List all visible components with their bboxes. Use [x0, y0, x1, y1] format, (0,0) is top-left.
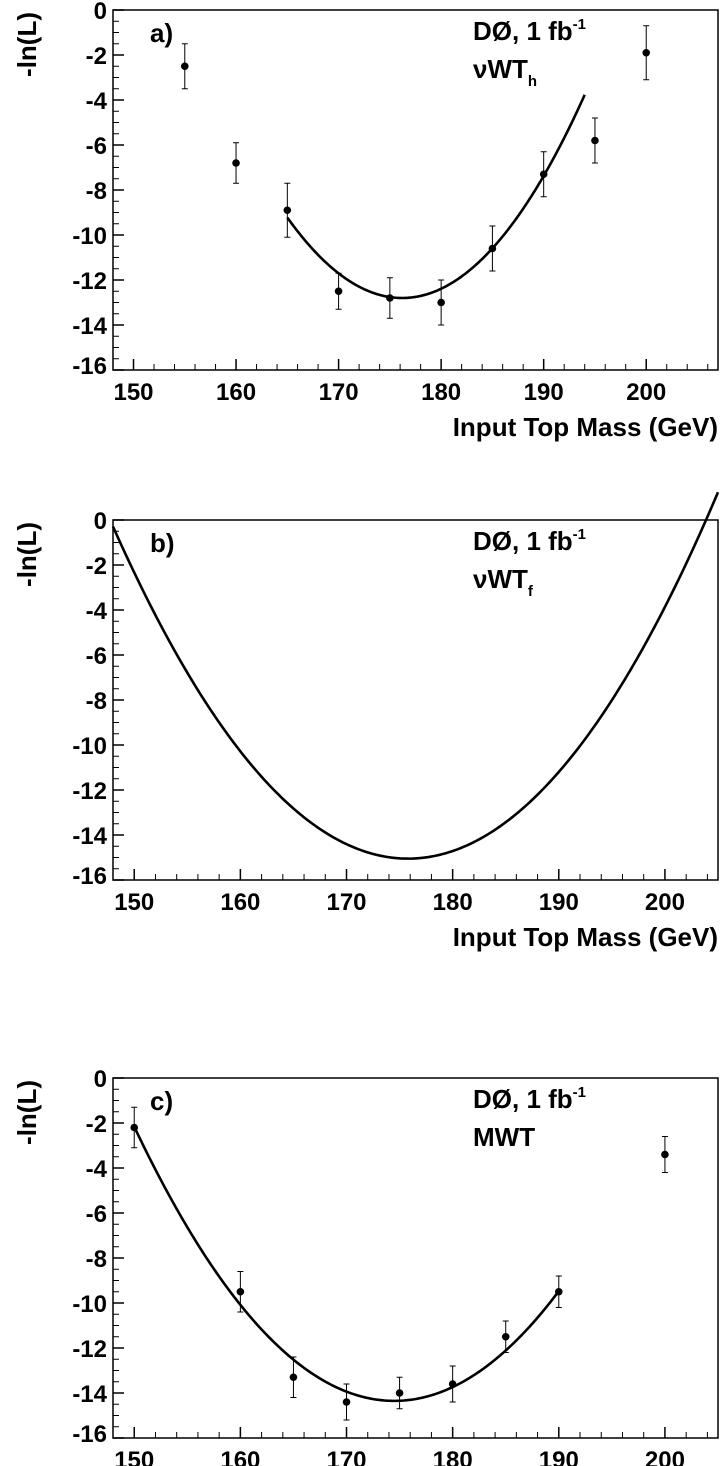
data-point: [334, 287, 343, 296]
y-tick-label: -10: [72, 1291, 107, 1318]
data-point: [236, 1287, 245, 1296]
legend-experiment-sup: -1: [573, 1084, 586, 1101]
x-tick-label: 150: [114, 889, 154, 916]
panel-label: b): [150, 528, 175, 558]
y-tick-label: -2: [86, 43, 107, 70]
y-tick-label: -14: [72, 313, 107, 340]
y-tick-label: -6: [86, 1201, 107, 1228]
data-point: [130, 1123, 139, 1132]
legend-method-text: MWT: [473, 1122, 535, 1152]
legend-experiment-main: DØ, 1 fb: [473, 1084, 573, 1114]
legend-experiment-text: DØ, 1 fb-1: [473, 1084, 586, 1114]
y-tick-label: -12: [72, 778, 107, 805]
x-tick-label: 170: [326, 1447, 366, 1466]
y-tick-label: -10: [72, 223, 107, 250]
y-tick-label: -4: [86, 1156, 108, 1183]
y-tick-label: -10: [72, 733, 107, 760]
data-point: [180, 62, 189, 71]
legend-method-text: νWTh: [473, 54, 537, 90]
y-tick-label: 0: [94, 0, 107, 25]
legend-experiment-sup: -1: [573, 16, 586, 33]
data-point: [539, 170, 548, 179]
chart-panel-b: 150 160 170 180 190 200 0 -2 -4 -6 -8 -10 -12 -14 -16 I…: [12, 491, 720, 952]
x-tick-label: 190: [539, 889, 579, 916]
x-axis-label: Input Top Mass (GeV): [453, 412, 718, 442]
y-tick-label: -14: [72, 1381, 107, 1408]
x-tick-label: 200: [626, 379, 666, 406]
fit-curve: [286, 94, 586, 300]
legend-experiment-main: DØ, 1 fb: [473, 526, 573, 556]
legend-experiment-text: DØ, 1 fb-1: [473, 526, 586, 556]
y-tick-label: -4: [86, 598, 108, 625]
data-point: [437, 298, 445, 307]
data-point: [642, 48, 651, 57]
y-tick-label: -8: [86, 178, 107, 205]
y-axis-label: -ln(L): [12, 522, 42, 587]
y-tick-label: -6: [86, 643, 107, 670]
data-point: [448, 1380, 457, 1388]
fit-curve: [111, 491, 720, 860]
x-tick-label: 200: [645, 889, 685, 916]
legend-method-main: MWT: [473, 1122, 535, 1152]
y-tick-label: -8: [86, 688, 107, 715]
y-tick-label: -16: [72, 863, 107, 890]
x-tick-label: 180: [433, 1447, 473, 1466]
data-point: [661, 1150, 669, 1159]
y-tick-label: -16: [72, 353, 107, 380]
data-point: [488, 244, 497, 253]
chart-panel-c: 1501601701801902000-2-4-6-8-10-12-14-16I…: [12, 1066, 719, 1466]
x-tick-label: 160: [216, 379, 256, 406]
legend-method-sub: f: [528, 583, 534, 600]
x-tick-label: 180: [433, 889, 473, 916]
legend-experiment-main: DØ, 1 fb: [473, 16, 573, 46]
x-tick-label: 160: [220, 889, 260, 916]
data-point: [501, 1332, 510, 1341]
x-axis-label: Input Top Mass (GeV): [453, 922, 718, 952]
panel-label: c): [150, 1086, 173, 1116]
data-point: [283, 206, 292, 215]
y-tick-label: 0: [94, 508, 107, 535]
y-axis-label: -ln(L): [12, 1080, 42, 1145]
plot-frame: [112, 1077, 719, 1439]
x-tick-label: 170: [319, 379, 359, 406]
y-tick-label: -16: [72, 1421, 107, 1448]
data-point: [386, 294, 394, 302]
legend-experiment-text: DØ, 1 fb-1: [473, 16, 586, 46]
data-point: [554, 1287, 563, 1296]
y-tick-label: -2: [86, 553, 107, 580]
legend-method-main: νWT: [473, 54, 528, 84]
x-tick-label: 180: [421, 379, 461, 406]
x-tick-label: 190: [539, 1447, 579, 1466]
data-point: [395, 1389, 404, 1397]
y-tick-label: -2: [86, 1111, 107, 1138]
y-tick-label: -4: [86, 88, 108, 115]
data-point: [591, 136, 599, 145]
y-tick-label: -8: [86, 1246, 107, 1273]
y-tick-label: -14: [72, 823, 107, 850]
y-axis-label: -ln(L): [12, 12, 42, 77]
x-tick-label: 200: [645, 1447, 685, 1466]
fit-curve: [133, 1126, 560, 1403]
data-point: [342, 1398, 351, 1406]
x-tick-label: 150: [113, 379, 153, 406]
data-point: [232, 159, 240, 167]
plot-frame: [112, 9, 719, 371]
y-tick-label: -12: [72, 1336, 107, 1363]
x-tick-label: 170: [326, 889, 366, 916]
x-tick-label: 150: [114, 1447, 154, 1466]
legend-method-main: νWT: [473, 564, 528, 594]
legend-experiment-sup: -1: [573, 526, 586, 543]
chart-panel-a: 150 160 170 180 190 200 0 -2 -4 -6 -8 -10 -12 -14 -16 I…: [12, 0, 719, 442]
y-tick-label: -12: [72, 268, 107, 295]
x-tick-label: 190: [524, 379, 564, 406]
legend-method-sub: h: [528, 73, 537, 90]
data-point: [289, 1373, 298, 1382]
y-tick-label: -6: [86, 133, 107, 160]
x-tick-label: 160: [220, 1447, 260, 1466]
y-tick-label: 0: [94, 1066, 107, 1093]
panel-label: a): [150, 18, 173, 48]
legend-method-text: νWTf: [473, 564, 534, 600]
